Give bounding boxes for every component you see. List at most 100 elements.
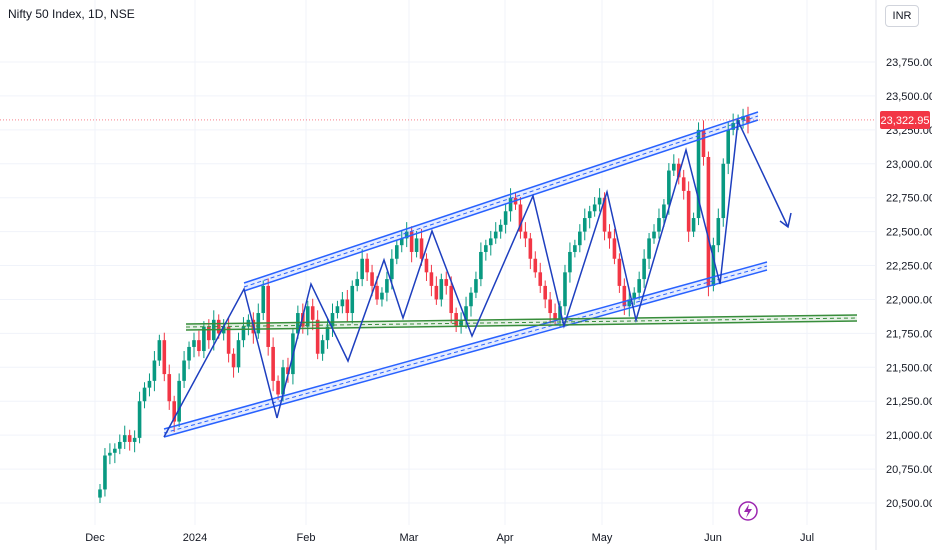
upper-channel-band-edge [243, 119, 759, 292]
candle-body [177, 380, 181, 422]
candles [98, 106, 750, 503]
candle [271, 337, 275, 392]
candle [335, 300, 340, 319]
candle [548, 291, 552, 324]
candle [394, 239, 399, 265]
candle [197, 330, 201, 357]
candle-body [696, 129, 701, 219]
x-tick-label: Jul [800, 532, 814, 544]
candle [320, 334, 325, 361]
flash-icon[interactable] [738, 501, 758, 521]
candle-body [424, 258, 429, 273]
candle [498, 219, 503, 239]
candle [607, 224, 612, 249]
candle [409, 226, 414, 263]
candle [340, 291, 345, 314]
candle [355, 271, 360, 292]
upper-channel-band-edge [243, 111, 759, 284]
candle [449, 276, 454, 324]
candle-body [518, 204, 523, 232]
candle [503, 203, 508, 234]
candle [672, 154, 676, 176]
candle [662, 199, 666, 227]
candle [404, 222, 409, 248]
support-band-edge [185, 314, 858, 325]
candle [573, 239, 577, 258]
lower-channel-band-midline [163, 265, 768, 434]
candle-body [548, 299, 552, 314]
candle-body [464, 306, 468, 320]
candle [182, 351, 186, 388]
candle-body [127, 435, 132, 442]
candle-body [578, 231, 582, 246]
candle-body [726, 129, 731, 164]
lower-channel-band-fill [164, 262, 767, 437]
lower-channel-band-edge [163, 269, 768, 438]
candle-body [493, 231, 498, 239]
currency-button[interactable]: INR [885, 5, 919, 27]
candle [236, 332, 241, 373]
candle [563, 264, 567, 315]
candle-body [602, 197, 607, 232]
candle-body [266, 285, 270, 347]
candle-body [113, 448, 117, 453]
y-tick-label: 22,500.00 [886, 227, 932, 239]
candle-body [197, 340, 201, 352]
candle-body [360, 258, 364, 280]
y-tick-label: 23,750.00 [886, 57, 932, 69]
candle [117, 434, 122, 455]
candle [444, 271, 449, 295]
x-tick-label: May [592, 532, 613, 544]
candle-body [241, 326, 246, 341]
lower-channel-band [163, 261, 768, 438]
drawings [163, 111, 858, 438]
candle [691, 212, 696, 238]
candle-body [117, 441, 122, 449]
candle [686, 181, 691, 242]
candle [439, 273, 444, 307]
x-tick-label: 2024 [183, 532, 207, 544]
candle-body [132, 437, 137, 442]
candle [266, 278, 270, 356]
candle-body [523, 231, 528, 239]
candle-body [414, 238, 419, 252]
support-band [185, 314, 858, 331]
candle-body [152, 360, 157, 381]
candle-body [172, 401, 176, 422]
candle [399, 230, 404, 253]
candle-body [286, 367, 290, 375]
x-tick-label: Dec [85, 532, 105, 544]
candle-body [657, 218, 661, 232]
candle-body [419, 238, 424, 259]
zigzag-pattern [163, 118, 789, 438]
candle [147, 373, 152, 397]
candle [350, 280, 355, 324]
candle-body [137, 401, 142, 438]
candle [652, 224, 656, 244]
candle-body [355, 279, 360, 286]
candle-body [484, 245, 488, 252]
candle-body [607, 231, 612, 239]
x-axis: Dec 2024 Feb Mar Apr May Jun Jul [85, 532, 814, 544]
candle-body [686, 190, 691, 232]
candle [360, 249, 364, 287]
candle-body [335, 306, 340, 314]
last-price-badge [880, 110, 930, 129]
candle-body [404, 231, 409, 239]
arrow-head [779, 212, 792, 229]
candle-body [271, 346, 275, 381]
candle-body [429, 272, 434, 286]
candle-body [226, 326, 231, 354]
candle-body [390, 258, 394, 280]
candle-body [192, 340, 196, 347]
candle [721, 158, 726, 227]
candle-body [434, 285, 439, 300]
candle [325, 319, 330, 349]
candle [192, 332, 196, 358]
x-tick-label: Jun [704, 532, 722, 544]
candle [305, 300, 310, 336]
candle [632, 287, 637, 305]
candle [127, 429, 132, 451]
candle [726, 122, 731, 175]
